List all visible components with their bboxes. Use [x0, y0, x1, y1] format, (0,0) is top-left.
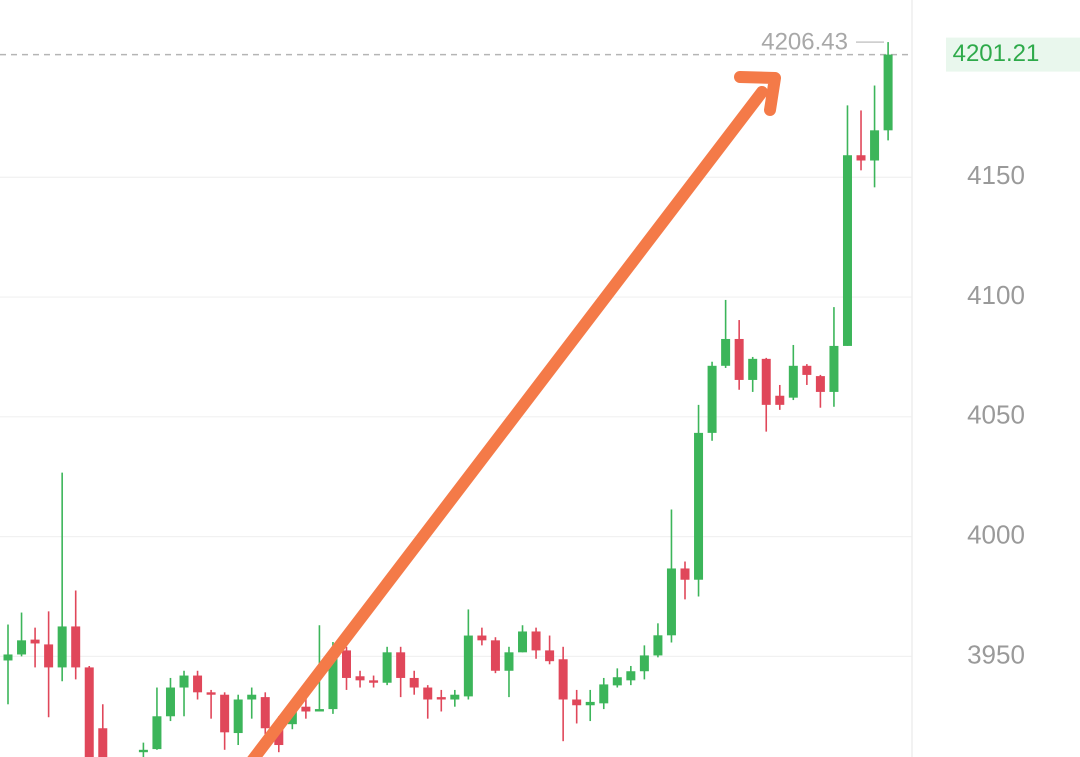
candle-body [572, 699, 582, 706]
candle-body [585, 701, 595, 706]
candle-body [748, 358, 758, 380]
candle-body [599, 684, 609, 704]
candle-body [829, 345, 839, 392]
candle-body [694, 432, 704, 580]
y-tick-label: 4100 [967, 280, 1025, 310]
last-price-label: 4201.21 [953, 40, 1040, 67]
candle-body [734, 338, 744, 380]
candle-body [260, 697, 270, 729]
candle-body [653, 635, 663, 656]
high-marker-label: 4206.43 [761, 28, 848, 55]
candle-body [423, 687, 433, 700]
candle-body [3, 654, 13, 661]
last-price-tag [946, 37, 1080, 72]
candle-body [775, 395, 785, 405]
candle-body [152, 716, 162, 750]
candle-body [382, 652, 392, 683]
candle-body [856, 155, 866, 161]
labels: 3950 4000 4050 4100 4150 4201.21 4206.43 [761, 28, 1080, 669]
candle-body [558, 659, 568, 700]
candle-body [666, 568, 676, 636]
candle-body [477, 635, 487, 641]
candle-body [193, 675, 203, 693]
candle-body [233, 699, 243, 734]
candle-body [71, 626, 81, 668]
candle-body [815, 376, 825, 392]
candle-body [396, 652, 406, 678]
candle-body [518, 631, 528, 653]
candle-body [802, 365, 812, 375]
candle-body [490, 640, 500, 671]
candle-body [301, 706, 311, 712]
candle-body [612, 677, 622, 686]
candle-body [721, 338, 731, 366]
y-tick-label: 4050 [967, 400, 1025, 430]
candle-body [788, 365, 798, 398]
y-tick-label: 3950 [967, 639, 1025, 669]
candle-body [531, 631, 541, 651]
candle-body [84, 667, 94, 757]
trend-arrow [247, 71, 781, 757]
candle-body [450, 694, 460, 700]
candle-body [545, 650, 555, 662]
candle-body [680, 568, 690, 580]
y-tick-label: 4000 [967, 519, 1025, 549]
candle-body [138, 749, 148, 753]
candle-body [707, 365, 717, 433]
y-tick-label: 4150 [967, 160, 1025, 190]
candle-body [274, 728, 284, 746]
candle-body [247, 694, 257, 700]
candle-body [436, 697, 446, 700]
candle-body [206, 692, 216, 695]
candle-body [30, 639, 40, 644]
candle-body [626, 671, 636, 681]
candle-body [57, 626, 67, 668]
grid [0, 53, 912, 657]
candle-body [842, 155, 852, 346]
candle-body [355, 676, 365, 681]
candle-body [179, 675, 189, 688]
candle-body [504, 652, 514, 671]
candle-body [314, 709, 324, 712]
candle-body [883, 54, 893, 131]
candles [3, 42, 893, 757]
candle-body [328, 653, 338, 710]
candle-body [98, 728, 108, 757]
candle-body [44, 644, 54, 668]
candle-body [463, 635, 473, 697]
candle-body [165, 687, 175, 717]
candle-body [342, 650, 351, 678]
candle-body [369, 680, 379, 683]
candle-body [220, 694, 230, 733]
candle-body [639, 655, 649, 672]
candle-body [761, 358, 771, 405]
candle-body [17, 640, 27, 655]
candle-body [870, 130, 880, 161]
candle-body [409, 677, 419, 688]
